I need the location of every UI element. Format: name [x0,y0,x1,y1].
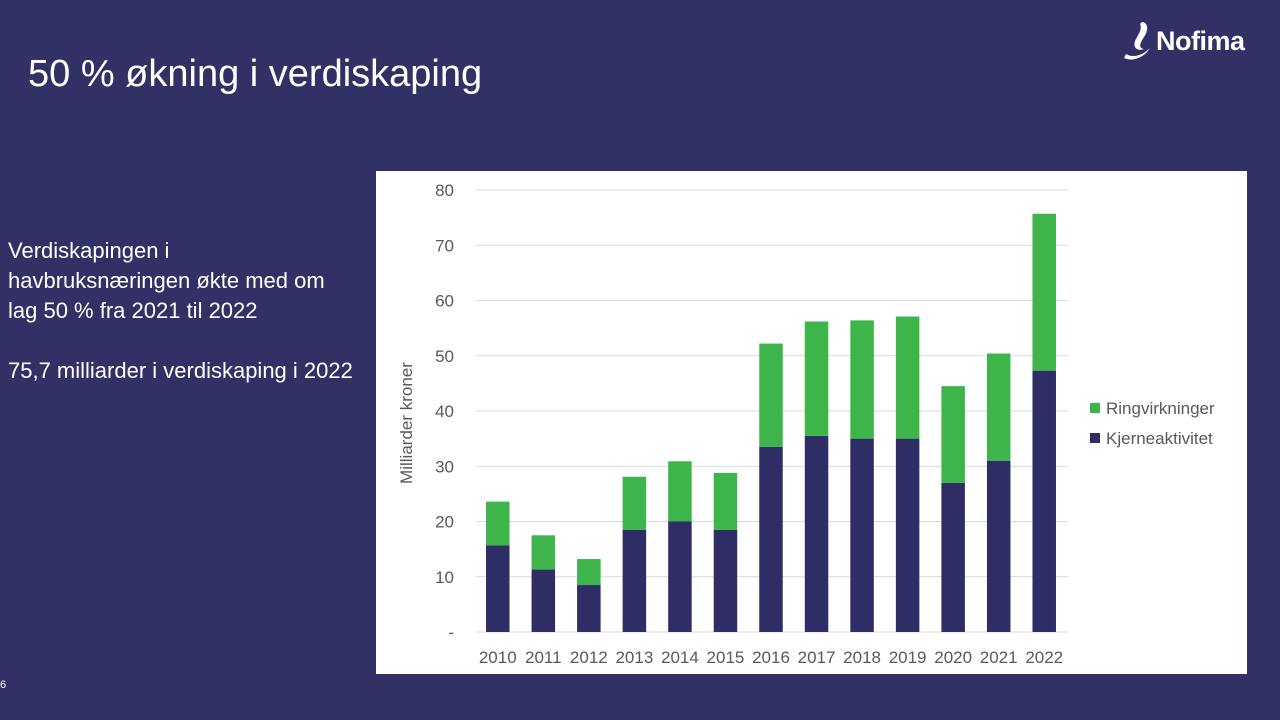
bar-core-2017 [804,435,829,632]
bar-core-2018 [850,438,874,632]
y-tick-label: 30 [435,457,454,476]
summary-paragraph-growth: Verdiskapingen i havbruksnæringen økte m… [8,238,325,323]
legend-label: Kjerneaktivitet [1106,429,1213,448]
x-tick-label: 2013 [615,648,653,667]
summary-text: Verdiskapingen i havbruksnæringen økte m… [8,236,353,416]
x-tick-label: 2019 [889,648,927,667]
y-tick-label: 20 [435,513,454,532]
bar-core-2010 [486,545,510,632]
bar-ripple-2018 [850,320,874,439]
bar-ripple-2016 [759,343,783,447]
bar-ripple-2017 [804,321,829,436]
x-tick-label: 2011 [525,648,562,667]
bar-core-2020 [941,482,965,632]
bar-ripple-2021 [986,353,1011,461]
logo-text: Nofima [1156,26,1245,56]
bar-ripple-2022 [1032,213,1056,371]
x-tick-label: 2022 [1025,648,1063,667]
bar-ripple-2014 [668,461,692,522]
bar-core-2014 [668,521,692,632]
bar-core-2021 [986,460,1011,632]
nofima-swoosh-icon [1124,22,1150,60]
bar-ripple-2012 [577,559,601,586]
bar-core-2013 [622,529,647,632]
y-tick-label: 10 [435,568,454,587]
bar-ripple-2015 [713,472,738,530]
bar-core-2012 [577,585,601,632]
bar-core-2019 [895,438,920,632]
y-tick-label: 70 [435,236,454,255]
x-tick-label: 2018 [843,648,881,667]
x-tick-label: 2020 [934,648,972,667]
page-number: 6 [0,679,7,691]
y-tick-label: 40 [435,402,454,421]
stacked-bar-chart: - 10 20 30 40 50 60 70 80 Milliarder kroner 2010 20… [397,181,1215,667]
x-tick-label: 2017 [798,648,836,667]
x-tick-label: 2021 [980,648,1018,667]
bar-core-2011 [531,569,556,632]
bar-core-2016 [759,446,783,632]
legend-label: Ringvirkninger [1106,399,1215,418]
x-tick-label: 2010 [479,648,517,667]
bar-ripple-2010 [486,501,510,546]
x-tick-label: 2015 [707,648,745,667]
bar-ripple-2013 [622,476,647,530]
x-tick-label: 2012 [570,648,608,667]
y-axis-label: Milliarder kroner [397,362,416,484]
bar-ripple-2019 [895,316,920,439]
legend-swatch-kjerneaktivitet [1090,433,1100,443]
y-tick-label: 50 [435,347,454,366]
x-tick-label: 2016 [752,648,790,667]
y-tick-label: 60 [435,292,454,311]
bar-core-2022 [1032,370,1056,632]
x-tick-label: 2014 [661,648,699,667]
summary-paragraph-value: 75,7 milliarder i verdiskaping i 2022 [8,358,353,383]
legend-swatch-ringvirkninger [1090,403,1100,413]
slide-title: 50 % økning i verdiskaping [28,53,483,95]
chart-panel: - 10 20 30 40 50 60 70 80 Milliarder kroner 2010 20… [376,171,1247,674]
y-tick-label: - [448,623,454,642]
bar-ripple-2020 [941,386,965,483]
bar-core-2015 [713,529,738,632]
y-tick-label: 80 [435,181,454,200]
bar-ripple-2011 [531,535,556,570]
nofima-logo: Nofima [1122,18,1272,64]
